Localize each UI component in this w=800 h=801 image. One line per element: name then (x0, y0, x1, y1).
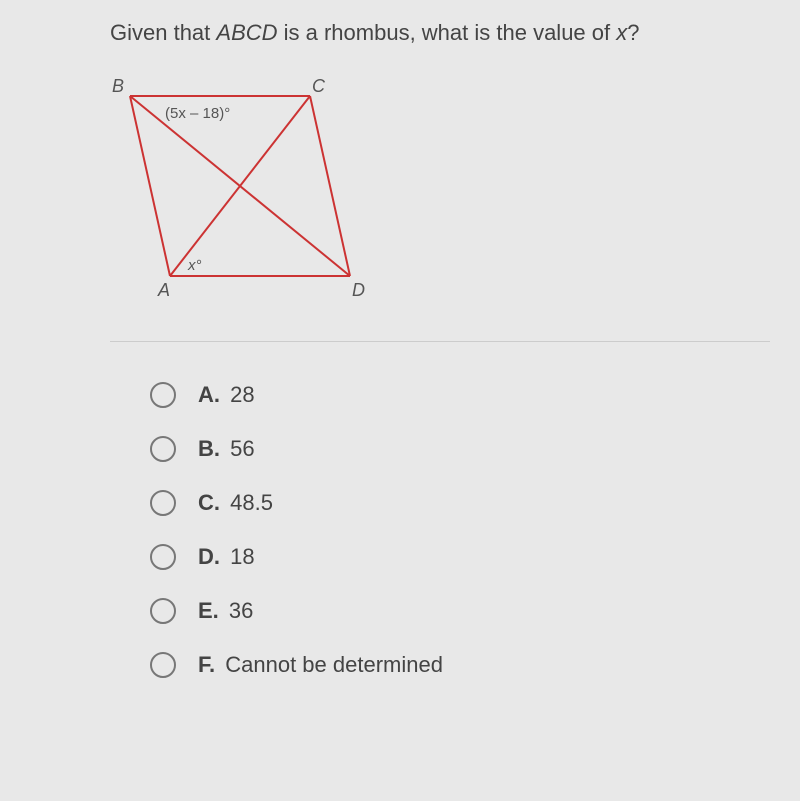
choice-letter: F. (198, 652, 215, 677)
choice-label: C. 48.5 (198, 490, 273, 516)
choice-letter: E. (198, 598, 219, 623)
question-text: Given that ABCD is a rhombus, what is th… (110, 20, 770, 46)
q-end: ? (627, 20, 639, 45)
q-shape-name: ABCD (216, 20, 277, 45)
divider (110, 341, 770, 342)
radio-icon[interactable] (150, 490, 176, 516)
choice-row[interactable]: B. 56 (150, 436, 770, 462)
choice-letter: C. (198, 490, 220, 515)
svg-text:x°: x° (187, 257, 202, 274)
choice-label: A. 28 (198, 382, 255, 408)
radio-icon[interactable] (150, 544, 176, 570)
svg-text:B: B (112, 76, 124, 96)
choice-text: 28 (224, 382, 255, 407)
q-prefix: Given that (110, 20, 216, 45)
svg-text:(5x – 18)°: (5x – 18)° (165, 105, 230, 122)
svg-text:A: A (157, 280, 170, 300)
choice-label: D. 18 (198, 544, 255, 570)
choice-label: E. 36 (198, 598, 253, 624)
choice-label: F. Cannot be determined (198, 652, 443, 678)
choice-letter: B. (198, 436, 220, 461)
svg-text:D: D (352, 280, 365, 300)
answer-choices: A. 28 B. 56 C. 48.5 D. 18 E. 36 F. Cannot be … (150, 382, 770, 678)
choice-text: 18 (224, 544, 255, 569)
choice-row[interactable]: A. 28 (150, 382, 770, 408)
choice-text: 48.5 (224, 490, 273, 515)
choice-row[interactable]: C. 48.5 (150, 490, 770, 516)
radio-icon[interactable] (150, 436, 176, 462)
choice-text: 56 (224, 436, 255, 461)
radio-icon[interactable] (150, 598, 176, 624)
rhombus-diagram: B C A D (5x – 18)° x° (110, 76, 770, 311)
q-suffix: is a rhombus, what is the value of (278, 20, 617, 45)
svg-text:C: C (312, 76, 326, 96)
choice-label: B. 56 (198, 436, 255, 462)
choice-text: Cannot be determined (219, 652, 443, 677)
radio-icon[interactable] (150, 652, 176, 678)
choice-row[interactable]: D. 18 (150, 544, 770, 570)
choice-row[interactable]: F. Cannot be determined (150, 652, 770, 678)
diagram-svg: B C A D (5x – 18)° x° (110, 76, 390, 306)
choice-letter: A. (198, 382, 220, 407)
choice-text: 36 (223, 598, 254, 623)
choice-letter: D. (198, 544, 220, 569)
choice-row[interactable]: E. 36 (150, 598, 770, 624)
q-var: x (616, 20, 627, 45)
question-page: Given that ABCD is a rhombus, what is th… (0, 0, 800, 726)
radio-icon[interactable] (150, 382, 176, 408)
